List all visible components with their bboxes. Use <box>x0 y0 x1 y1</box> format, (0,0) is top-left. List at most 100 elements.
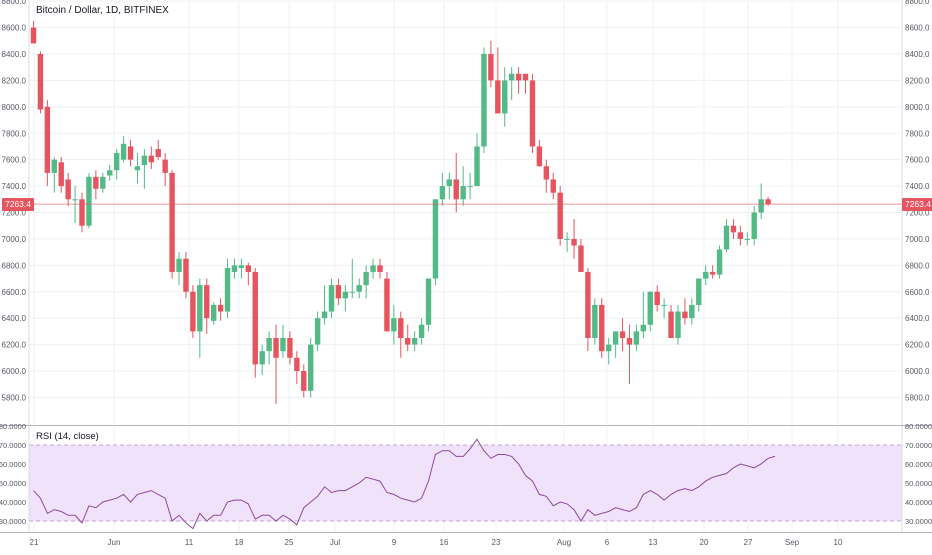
y-tick-label-right: 7400.0 <box>905 182 930 191</box>
candle-up <box>661 304 667 306</box>
candle-down <box>398 318 404 338</box>
candle-up <box>460 186 466 200</box>
candle-down <box>287 337 293 358</box>
x-tick-label: 27 <box>744 538 753 547</box>
candle-down <box>730 225 737 233</box>
y-tick-label-right: 6800.0 <box>905 261 930 270</box>
y-tick-label-right: 6600.0 <box>905 288 930 297</box>
y-tick-label-right: 7800.0 <box>905 129 930 138</box>
candle-up <box>370 265 376 272</box>
candle-down <box>384 278 390 332</box>
candle-down <box>294 357 300 371</box>
candle-down <box>557 192 563 239</box>
y-tick-label-right: 6400.0 <box>905 314 930 323</box>
rsi-band <box>29 444 902 522</box>
y-axis-right: 5800.0 6000.0 6200.0 6400.0 6600.0 6800.0 7000… <box>905 0 930 402</box>
x-tick-label: 6 <box>605 538 610 547</box>
candle-up <box>758 199 764 213</box>
candle-down <box>44 106 51 173</box>
y-tick-label-right: 8000.0 <box>905 103 930 112</box>
candle-down <box>571 238 577 246</box>
candle-up <box>356 285 362 292</box>
y-tick-label-right: 7200.0 <box>905 209 930 218</box>
candle-down <box>93 176 99 189</box>
candle-up <box>113 153 120 171</box>
candle-down <box>245 265 252 272</box>
candle-up <box>342 291 349 299</box>
candle-down <box>252 271 258 365</box>
candle-down <box>169 172 175 272</box>
candle-down <box>148 155 155 163</box>
candle-down <box>495 80 501 114</box>
candle-up <box>647 291 653 325</box>
x-tick-label: Jul <box>330 538 340 547</box>
candle-up <box>467 186 473 188</box>
candle-up <box>86 176 92 226</box>
x-tick-label: 18 <box>235 538 244 547</box>
candle-down <box>204 285 210 319</box>
candle-up <box>72 199 78 201</box>
candle-up <box>321 311 328 319</box>
candle-up <box>425 278 432 325</box>
y-tick-label-left: 5800.0 <box>2 393 27 402</box>
candle-down <box>190 291 196 332</box>
candle-up <box>224 267 231 312</box>
candle-up <box>238 265 245 268</box>
candle-down <box>765 199 771 205</box>
price-tag-right: 7263.4 <box>902 197 932 211</box>
candle-up <box>210 304 217 321</box>
y-tick-label-right: 7000.0 <box>905 235 930 244</box>
y-tick-label-right: 8600.0 <box>905 24 930 33</box>
candle-up <box>107 170 113 176</box>
candle-down <box>335 285 342 299</box>
x-tick-label: Jun <box>108 538 121 547</box>
y-tick-label-right: 8200.0 <box>905 76 930 85</box>
candle-down <box>682 311 688 319</box>
y-tick-label-left: 8400.0 <box>2 50 27 59</box>
candle-up <box>675 311 681 338</box>
candle-up <box>51 159 57 173</box>
rsi-tick-label-left: 50.0000 <box>0 479 26 488</box>
rsi-tick-label-right: 70.0000 <box>905 441 932 450</box>
candle-down <box>155 149 161 158</box>
y-tick-label-left: 6200.0 <box>2 341 27 350</box>
rsi-tick-label-right: 60.0000 <box>905 460 932 469</box>
candle-up <box>418 324 425 338</box>
candle-down <box>127 146 134 160</box>
y-tick-label-right: 8400.0 <box>905 50 930 59</box>
candle-down <box>183 258 189 292</box>
candle-down <box>79 199 85 226</box>
y-tick-label-left: 6800.0 <box>2 261 27 270</box>
candle-up <box>363 271 369 286</box>
rsi-axis: 30.0000 30.0000 40.0000 40.0000 50.0000 50.00… <box>0 422 932 526</box>
y-tick-label-left: 7000.0 <box>2 235 27 244</box>
x-tick-label: 10 <box>834 538 843 547</box>
y-tick-label-left: 6400.0 <box>2 314 27 323</box>
candle-down <box>273 337 279 358</box>
x-tick-label: Sep <box>785 538 800 547</box>
candle-up <box>280 337 286 352</box>
y-tick-label-left: 7200.0 <box>2 209 27 218</box>
candle-up <box>308 344 314 391</box>
y-tick-label-left: 6000.0 <box>2 367 27 376</box>
candle-up <box>592 304 598 338</box>
candle-down <box>301 371 307 391</box>
x-tick-label: 20 <box>700 538 709 547</box>
candle-down <box>585 271 591 338</box>
candle-up <box>197 285 203 332</box>
rsi-tick-label-left: 60.0000 <box>0 460 26 469</box>
y-tick-label-left: 8800.0 <box>2 0 27 6</box>
candle-up <box>716 249 723 275</box>
candle-down <box>550 179 556 193</box>
candle-down <box>453 179 459 200</box>
candle-down <box>536 146 543 167</box>
candle-up <box>703 271 709 279</box>
candle-down <box>578 245 584 272</box>
candle-down <box>522 73 529 81</box>
rsi-tick-label-left: 30.0000 <box>0 517 26 526</box>
rsi-tick-label-right: 30.0000 <box>905 517 932 526</box>
price-tag-left: 7263.4 <box>2 197 34 211</box>
candle-up <box>439 186 446 200</box>
candle-up <box>723 225 730 250</box>
